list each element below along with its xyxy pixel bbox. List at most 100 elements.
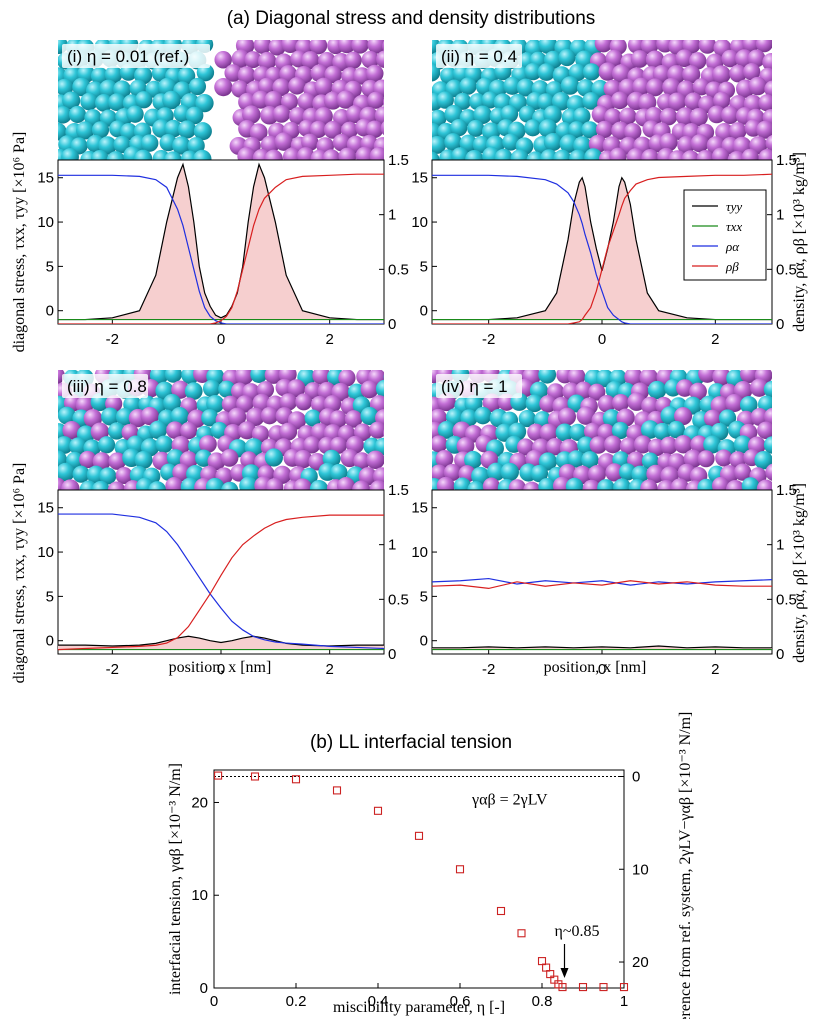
particle-beta [627, 40, 646, 54]
particle-alpha [164, 370, 182, 383]
particle-alpha [126, 105, 144, 123]
particle-beta [630, 50, 649, 68]
particle-alpha [454, 92, 472, 110]
particle-beta [340, 121, 358, 139]
particle-beta [508, 479, 526, 490]
particle-beta [293, 478, 312, 490]
particle-beta [597, 394, 616, 413]
particle-alpha [518, 409, 536, 428]
particle-beta [725, 393, 744, 413]
a-ylabel-right-bottom: density, ρα, ρβ [×10³ kg/m³] [791, 483, 808, 663]
particle-beta [360, 380, 379, 399]
data-point [332, 786, 342, 795]
ytick-right-label: 0.5 [388, 261, 409, 278]
particle-beta [750, 378, 769, 397]
particle-alpha [133, 149, 153, 160]
particle-beta [432, 435, 448, 453]
data-point [414, 831, 424, 840]
particle-alpha [80, 92, 99, 111]
particle-beta [697, 450, 715, 468]
particle-alpha [718, 409, 737, 427]
particle-beta [107, 481, 126, 490]
ytick-left-label: 15 [37, 500, 54, 517]
particle-alpha [538, 477, 556, 490]
particle-beta [282, 147, 302, 160]
legend-label: ρα [725, 239, 740, 254]
particle-beta [374, 106, 384, 125]
particle-beta [682, 65, 701, 84]
particle-alpha [445, 408, 464, 426]
particle-beta [728, 122, 747, 140]
ytick-right-label: 1.5 [388, 152, 409, 169]
series-line-τyy [58, 162, 384, 321]
data-point [542, 963, 551, 972]
particle-beta [279, 422, 298, 441]
particle-beta [712, 65, 731, 84]
ytick-right-label: 0 [776, 316, 784, 333]
particle-beta [742, 40, 760, 53]
particle-beta [288, 77, 306, 95]
particle-alpha [465, 149, 484, 160]
particle-beta [670, 478, 689, 490]
particle-beta [391, 465, 408, 482]
particle-beta [351, 40, 369, 54]
particle-beta [605, 463, 624, 482]
particle-beta [698, 370, 717, 383]
particle-alpha [597, 479, 615, 490]
particle-alpha [91, 480, 110, 490]
particle-beta [546, 438, 564, 456]
particle-alpha [162, 90, 181, 110]
ytick-right-label: 0 [388, 646, 396, 663]
particle-snapshot-4 [432, 370, 772, 490]
particle-beta [389, 133, 407, 151]
legend-box [683, 189, 767, 281]
particle-alpha [99, 467, 117, 485]
particle-beta [558, 407, 577, 426]
particle-beta [297, 147, 315, 160]
particle-alpha [763, 380, 772, 399]
particle-alpha [703, 435, 722, 454]
particle-beta [293, 449, 313, 469]
panel-4: (iv) η = 1 0 5 10 15 0 0.5 1 1.5 -2 0 2 [411, 370, 797, 678]
panel-label-2: (ii) η = 0.4 [441, 47, 517, 66]
ytick-left-label: 0 [420, 633, 428, 650]
ytick-left-label: 0 [46, 303, 54, 320]
series-line-ρβ [58, 173, 384, 324]
particle-beta [690, 435, 709, 454]
particle-alpha [135, 91, 153, 109]
particle-alpha [210, 421, 228, 439]
data-point [599, 983, 608, 992]
particle-beta [253, 40, 272, 54]
particle-beta [443, 463, 461, 482]
particle-beta [214, 51, 232, 69]
particle-alpha [697, 478, 716, 490]
b-ytick-left-label: 20 [191, 794, 208, 811]
particle-beta [587, 465, 606, 484]
particle-beta [79, 450, 97, 469]
particle-alpha [72, 465, 90, 483]
ytick-right-label: 0.5 [776, 591, 797, 608]
b-xtick-label: 0.4 [368, 993, 389, 1010]
particle-beta [264, 370, 283, 384]
particle-beta [675, 107, 695, 126]
ytick-right-label: 0 [776, 646, 784, 663]
particle-beta [482, 393, 502, 413]
particle-beta [604, 108, 622, 126]
particle-alpha [538, 40, 558, 54]
b-xtick-label: 0 [210, 993, 218, 1010]
data-point [250, 772, 260, 781]
particle-alpha [58, 462, 75, 482]
particle-beta [336, 90, 355, 109]
particle-beta [385, 68, 402, 85]
series-line-τyy [58, 635, 384, 647]
particle-beta [314, 77, 333, 96]
particle-beta [389, 384, 406, 401]
data-point [373, 806, 383, 815]
particle-beta [740, 370, 759, 384]
particle-alpha [184, 382, 203, 400]
particle-beta [75, 395, 94, 414]
particle-beta [280, 93, 299, 111]
a-ylabel-top: diagonal stress, τxx, τyy [×10⁶ Pa] [11, 132, 28, 353]
particle-beta [367, 91, 384, 109]
particle-alpha [494, 148, 513, 160]
